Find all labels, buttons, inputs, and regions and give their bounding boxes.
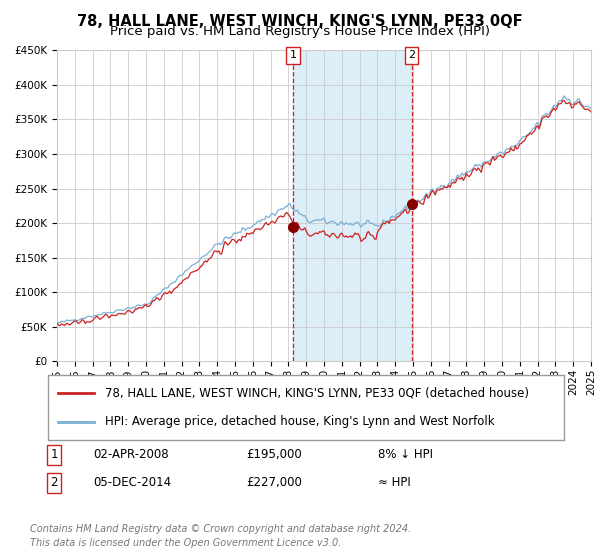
Text: Price paid vs. HM Land Registry's House Price Index (HPI): Price paid vs. HM Land Registry's House … <box>110 25 490 38</box>
Text: HPI: Average price, detached house, King's Lynn and West Norfolk: HPI: Average price, detached house, King… <box>105 415 494 428</box>
Text: Contains HM Land Registry data © Crown copyright and database right 2024.
This d: Contains HM Land Registry data © Crown c… <box>30 524 411 548</box>
Text: 02-APR-2008: 02-APR-2008 <box>93 448 169 461</box>
Text: 2: 2 <box>50 476 58 489</box>
Text: 78, HALL LANE, WEST WINCH, KING'S LYNN, PE33 0QF (detached house): 78, HALL LANE, WEST WINCH, KING'S LYNN, … <box>105 387 529 400</box>
Text: 2: 2 <box>408 50 415 60</box>
Text: £227,000: £227,000 <box>246 476 302 489</box>
Text: £195,000: £195,000 <box>246 448 302 461</box>
Text: 05-DEC-2014: 05-DEC-2014 <box>93 476 171 489</box>
Text: ≈ HPI: ≈ HPI <box>378 476 411 489</box>
Bar <box>293 50 412 361</box>
Text: 8% ↓ HPI: 8% ↓ HPI <box>378 448 433 461</box>
Text: 1: 1 <box>50 448 58 461</box>
Text: 78, HALL LANE, WEST WINCH, KING'S LYNN, PE33 0QF: 78, HALL LANE, WEST WINCH, KING'S LYNN, … <box>77 14 523 29</box>
FancyBboxPatch shape <box>48 375 564 440</box>
Text: 1: 1 <box>289 50 296 60</box>
